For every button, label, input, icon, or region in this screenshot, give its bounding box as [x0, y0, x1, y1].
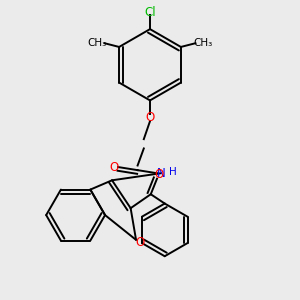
Text: O: O — [154, 168, 163, 181]
Text: Cl: Cl — [144, 6, 156, 19]
Text: H: H — [169, 167, 176, 177]
Text: O: O — [136, 236, 145, 250]
Text: N: N — [157, 167, 165, 180]
Text: O: O — [110, 160, 119, 173]
Text: O: O — [146, 111, 154, 124]
Text: CH₃: CH₃ — [194, 38, 213, 48]
Text: CH₃: CH₃ — [87, 38, 106, 48]
